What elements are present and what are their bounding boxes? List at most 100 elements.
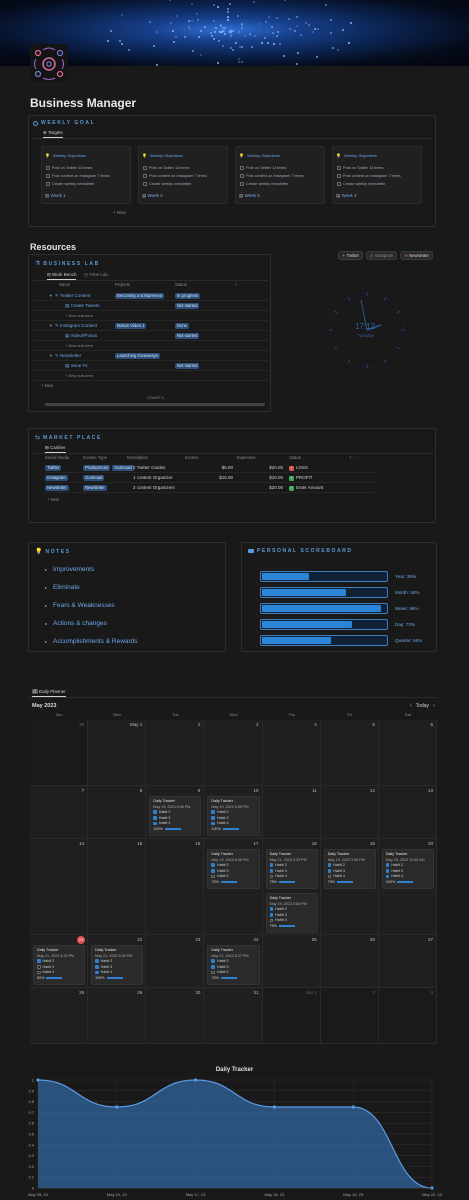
habit-checkbox[interactable] xyxy=(95,970,99,975)
habit-checkbox[interactable] xyxy=(153,816,157,820)
tab-daily-planner[interactable]: 🗓 Daily Planner xyxy=(32,689,66,697)
daily-tracker-card[interactable]: Daily Tracker May 20, 2023 11:05 AM Habit … xyxy=(381,849,434,889)
calendar-day[interactable]: 23 xyxy=(146,935,205,988)
data-point[interactable] xyxy=(115,1105,119,1109)
status-cell[interactable]: ✓ PROFIT xyxy=(289,475,349,481)
calendar-day[interactable]: 6 xyxy=(378,720,437,786)
calendar-day[interactable]: 2 xyxy=(146,720,205,786)
habit-checkbox[interactable] xyxy=(269,907,274,911)
calendar-day[interactable]: 12 xyxy=(320,786,379,839)
checkbox[interactable] xyxy=(46,166,50,170)
twitter-link-button[interactable]: ✦ Twitter xyxy=(338,251,363,260)
new-market-row[interactable]: + New xyxy=(47,497,59,502)
media-tag[interactable]: Newsletter xyxy=(45,484,69,491)
lab-group-row[interactable]: ▾ ✎ Newsletter Launching Giveaways xyxy=(33,351,268,361)
tab-cashier[interactable]: ⊞ Cashier xyxy=(45,445,66,453)
habit-checkbox[interactable] xyxy=(211,970,215,975)
habit-checkbox[interactable] xyxy=(327,863,332,867)
goal-task[interactable]: Post on Twitter 14 times xyxy=(240,166,286,170)
calendar-day[interactable]: 5 xyxy=(320,720,379,786)
habit-checkbox[interactable] xyxy=(37,965,41,969)
daily-tracker-card[interactable]: Daily Tracker May 19, 2023 5:58 PM Habit 2… xyxy=(265,893,318,933)
goal-task[interactable]: Create weekly newsletter xyxy=(240,182,288,186)
habit-checkbox[interactable] xyxy=(211,810,215,814)
instagram-link-button[interactable]: ◎ Instagram xyxy=(365,251,398,260)
calendar-day[interactable]: 30 xyxy=(30,720,89,786)
income-type-tag[interactable]: Gumroad xyxy=(83,474,105,481)
lab-scrollbar[interactable] xyxy=(45,403,265,406)
daily-tracker-card[interactable]: Daily Tracker May 21, 2023 5:26 PM Habit 2… xyxy=(91,945,144,985)
checkbox[interactable] xyxy=(240,182,244,186)
habit-checkbox[interactable] xyxy=(95,959,99,963)
habit-checkbox[interactable] xyxy=(153,810,157,814)
checkbox[interactable] xyxy=(337,174,341,178)
goal-task[interactable]: Create weekly newsletter xyxy=(337,182,385,186)
goal-task[interactable]: Post content on Instagram 7 times xyxy=(337,174,401,178)
new-lab-row[interactable]: + New xyxy=(41,383,53,388)
expand-toggle-icon[interactable]: ▾ xyxy=(49,352,52,358)
daily-tracker-card[interactable]: Daily Tracker May 21, 2023 5:27 PM Habit 2… xyxy=(207,945,260,985)
daily-tracker-card[interactable]: Daily Tracker May 19, 2023 5:59 PM Habit 2… xyxy=(207,796,260,836)
description-cell[interactable]: 2 content Organizers xyxy=(133,485,175,490)
tab-targets[interactable]: ⊕ Targets xyxy=(43,130,63,138)
daily-tracker-card[interactable]: Daily Tracker May 21, 2023 5:26 PM Habit 2… xyxy=(33,945,86,985)
data-point[interactable] xyxy=(351,1105,355,1109)
note-toggle[interactable]: ▸ Actions & changes xyxy=(45,614,215,632)
lab-sub-row[interactable]: ▤ Video/Photos Not started xyxy=(33,331,268,341)
calendar-day[interactable]: 8 xyxy=(88,786,147,839)
status-cell[interactable]: ! LOSS xyxy=(289,465,349,471)
goal-task[interactable]: Post on Twitter 14 times xyxy=(143,166,189,170)
media-tag[interactable]: Instagram xyxy=(45,474,68,481)
tab-time-lab[interactable]: ◷ Time Lab xyxy=(84,272,108,278)
lab-sub-row[interactable]: ▤ Create Tweets Not started xyxy=(33,301,268,311)
calendar-day[interactable]: 11 xyxy=(262,786,321,839)
calendar-day[interactable]: 28 xyxy=(30,988,89,1044)
habit-checkbox[interactable] xyxy=(153,821,157,826)
daily-tracker-card[interactable]: Daily Tracker May 19, 2023 6:06 PM Habit 2… xyxy=(149,796,202,836)
calendar-day[interactable]: 16 xyxy=(146,839,205,935)
note-toggle[interactable]: ▸ Accomplishments & Rewards xyxy=(45,632,215,650)
calendar-day[interactable]: 3 xyxy=(378,988,437,1044)
calendar-day[interactable]: 25 xyxy=(262,935,321,988)
goal-week-link[interactable]: ▤ Week 1 xyxy=(45,193,66,199)
market-row[interactable]: Twitter ProductHunt Gumroad 2 Twitter Guide… xyxy=(45,463,375,473)
goal-task[interactable]: Post on Twitter 14 times xyxy=(337,166,383,170)
lab-item-name[interactable]: ✎ Twitter Content xyxy=(55,293,115,299)
lab-sub-row[interactable]: ▤ Issue #1 Not started xyxy=(33,361,268,371)
goal-task[interactable]: Create weekly newsletter xyxy=(143,182,191,186)
habit-checkbox[interactable] xyxy=(211,959,215,963)
calendar-day[interactable]: 3 xyxy=(204,720,263,786)
expand-toggle-icon[interactable]: ▾ xyxy=(49,292,52,298)
calendar-day[interactable]: 27 xyxy=(378,935,437,988)
checkbox[interactable] xyxy=(337,182,341,186)
calendar-day[interactable]: 14 xyxy=(30,839,89,935)
status-badge[interactable]: Not started xyxy=(175,302,200,309)
calendar-day[interactable]: 4 xyxy=(262,720,321,786)
habit-checkbox[interactable] xyxy=(211,869,215,873)
data-point[interactable] xyxy=(194,1078,198,1082)
lab-group-row[interactable]: ▾ ✎ Twitter Content Becoming a solopreneur… xyxy=(33,291,268,301)
goal-task[interactable]: Post content on Instagram 7 times xyxy=(46,174,110,178)
new-goal-button[interactable]: + New xyxy=(113,210,126,215)
habit-checkbox[interactable] xyxy=(385,874,390,879)
tab-work-bench[interactable]: ⊟ Work Bench xyxy=(47,272,77,280)
habit-checkbox[interactable] xyxy=(269,918,274,923)
project-tag[interactable]: Notion Video 1 xyxy=(115,322,147,329)
daily-tracker-card[interactable]: Daily Tracker May 19, 2023 5:56 PM Habit 2… xyxy=(323,849,376,889)
market-row[interactable]: Instagram Gumroad 1 content Organizer $15.0… xyxy=(45,473,375,483)
checkbox[interactable] xyxy=(143,182,147,186)
checkbox[interactable] xyxy=(240,166,244,170)
note-toggle[interactable]: ▸ Eliminate xyxy=(45,578,215,596)
calendar-day[interactable]: 26 xyxy=(320,935,379,988)
habit-checkbox[interactable] xyxy=(385,863,390,867)
media-tag[interactable]: Twitter xyxy=(45,464,62,471)
checkbox[interactable] xyxy=(46,182,50,186)
goal-task[interactable]: Post content on Instagram 7 times xyxy=(143,174,207,178)
next-month-button[interactable]: › xyxy=(433,703,435,709)
goal-task[interactable]: Post on Twitter 14 times xyxy=(46,166,92,170)
checkbox[interactable] xyxy=(143,174,147,178)
goal-task[interactable]: Create weekly newsletter xyxy=(46,182,94,186)
expenses-cell[interactable]: $20.00 xyxy=(269,485,283,490)
calendar-day[interactable]: 7 xyxy=(30,786,89,839)
status-badge[interactable]: Done xyxy=(175,322,190,329)
